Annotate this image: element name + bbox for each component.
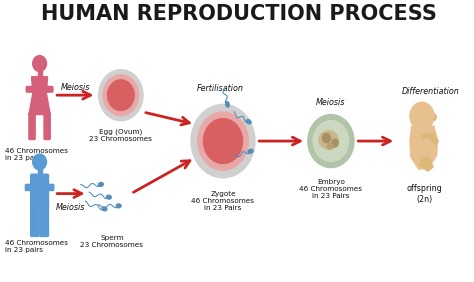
Circle shape bbox=[430, 114, 436, 121]
Ellipse shape bbox=[116, 204, 121, 208]
FancyBboxPatch shape bbox=[37, 169, 42, 175]
Circle shape bbox=[410, 102, 434, 130]
Circle shape bbox=[308, 114, 354, 168]
Text: Sperm
23 Chromosomes: Sperm 23 Chromosomes bbox=[81, 235, 144, 248]
Polygon shape bbox=[29, 95, 50, 114]
FancyBboxPatch shape bbox=[31, 202, 39, 236]
Ellipse shape bbox=[102, 207, 107, 211]
Circle shape bbox=[198, 112, 248, 170]
Circle shape bbox=[332, 139, 338, 147]
FancyBboxPatch shape bbox=[31, 174, 48, 205]
FancyBboxPatch shape bbox=[26, 184, 33, 191]
Ellipse shape bbox=[107, 195, 111, 199]
Polygon shape bbox=[419, 157, 433, 171]
Circle shape bbox=[99, 70, 143, 121]
Text: Fertilisation: Fertilisation bbox=[197, 84, 244, 92]
FancyBboxPatch shape bbox=[37, 71, 42, 77]
FancyBboxPatch shape bbox=[44, 113, 50, 140]
Text: Egg (Ovum)
23 Chromosomes: Egg (Ovum) 23 Chromosomes bbox=[90, 128, 152, 142]
Polygon shape bbox=[422, 133, 438, 145]
Polygon shape bbox=[32, 77, 47, 95]
Text: Embryo
46 Chromosomes
in 23 Pairs: Embryo 46 Chromosomes in 23 Pairs bbox=[300, 179, 363, 199]
Ellipse shape bbox=[246, 120, 251, 124]
Text: Meiosis: Meiosis bbox=[56, 203, 85, 212]
Circle shape bbox=[33, 154, 46, 170]
FancyBboxPatch shape bbox=[40, 202, 48, 236]
Circle shape bbox=[33, 56, 46, 71]
Polygon shape bbox=[410, 126, 438, 169]
Circle shape bbox=[328, 143, 333, 149]
Circle shape bbox=[191, 104, 255, 178]
Text: HUMAN REPRODUCTION PROCESS: HUMAN REPRODUCTION PROCESS bbox=[41, 4, 437, 24]
Text: Meiosis: Meiosis bbox=[60, 83, 90, 92]
Ellipse shape bbox=[319, 131, 338, 149]
Ellipse shape bbox=[99, 182, 103, 186]
Circle shape bbox=[108, 80, 134, 111]
FancyBboxPatch shape bbox=[46, 184, 54, 191]
Text: Zygote
46 Chromosomes
in 23 Pairs: Zygote 46 Chromosomes in 23 Pairs bbox=[191, 191, 255, 211]
Ellipse shape bbox=[226, 102, 229, 107]
Text: offspring
(2n): offspring (2n) bbox=[406, 184, 442, 204]
FancyBboxPatch shape bbox=[29, 113, 35, 140]
Text: 46 Chromosomes
in 23 pairs: 46 Chromosomes in 23 pairs bbox=[5, 240, 68, 253]
Text: Differentiation: Differentiation bbox=[402, 87, 460, 96]
Text: 46 Chromosomes
in 23 pairs: 46 Chromosomes in 23 pairs bbox=[5, 148, 68, 161]
Ellipse shape bbox=[248, 149, 253, 153]
Text: Meiosis: Meiosis bbox=[316, 98, 346, 107]
Circle shape bbox=[203, 119, 243, 164]
FancyBboxPatch shape bbox=[26, 87, 34, 92]
FancyBboxPatch shape bbox=[46, 87, 53, 92]
Circle shape bbox=[322, 133, 330, 143]
Circle shape bbox=[313, 121, 349, 162]
Circle shape bbox=[103, 75, 138, 116]
